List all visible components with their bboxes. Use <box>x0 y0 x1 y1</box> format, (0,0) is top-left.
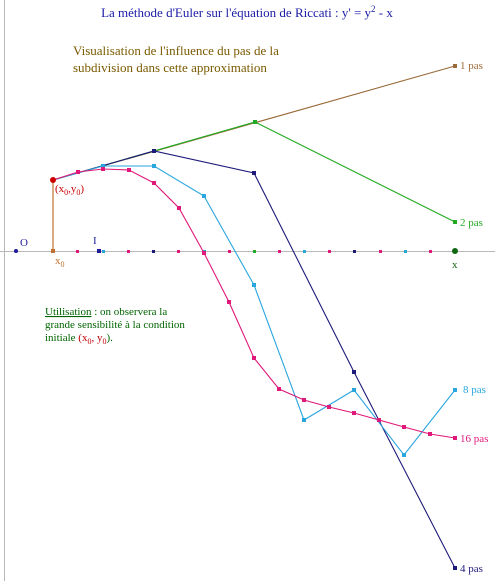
vertex <box>453 388 457 392</box>
vertex <box>152 149 156 153</box>
vertex <box>177 206 181 210</box>
vertex <box>453 436 457 440</box>
label-16-steps: 16 pas <box>460 433 488 445</box>
vertex <box>202 194 206 198</box>
euler-16-vertices <box>76 167 457 440</box>
euler-4-vertices <box>152 149 457 570</box>
label-2-steps: 2 pas <box>460 217 483 229</box>
tick <box>102 250 105 253</box>
vertex <box>152 181 156 185</box>
vertex <box>101 167 105 171</box>
tick <box>177 250 180 253</box>
euler-8-vertices <box>101 164 457 457</box>
description-line-2: subdivision dans cette approximation <box>73 60 267 75</box>
vertex <box>152 164 156 168</box>
usage-line-1: Utilisation : on observera la <box>45 306 167 318</box>
vertex <box>76 170 80 174</box>
origin-label: O <box>20 237 28 249</box>
tick <box>404 250 407 253</box>
vertex <box>377 418 381 422</box>
label-1-step: 1 pas <box>460 60 483 72</box>
unit-label: I <box>93 235 97 247</box>
vertex <box>402 425 406 429</box>
tick <box>328 250 331 253</box>
vertex <box>302 418 306 422</box>
vertex <box>453 220 457 224</box>
x-end-point <box>452 248 458 254</box>
description-line-1: Visualisation de l'influence du pas de l… <box>73 43 279 58</box>
x-end-label: x <box>452 259 458 271</box>
tick <box>353 250 356 253</box>
page-title: La méthode d'Euler sur l'équation de Ric… <box>101 4 393 20</box>
tick <box>76 250 79 253</box>
vertex <box>352 411 356 415</box>
vertex <box>352 370 356 374</box>
usage-line-3: initiale (x0, y0). <box>45 332 113 346</box>
usage-line-2: grande sensibilité à la condition <box>45 319 185 331</box>
vertex <box>101 164 105 168</box>
initial-point-label: (x0,y0) <box>55 183 84 197</box>
tick <box>152 250 155 253</box>
euler-16-steps-line <box>52 168 456 439</box>
x0-point <box>51 249 55 253</box>
x0-label: x0 <box>55 255 65 269</box>
tick <box>253 250 256 253</box>
usage-label: Utilisation <box>45 306 92 318</box>
euler-1-vertices <box>453 64 457 68</box>
unit-point <box>97 249 101 253</box>
vertex <box>352 388 356 392</box>
tick <box>278 250 281 253</box>
label-4-steps: 4 pas <box>460 563 483 575</box>
vertex <box>453 64 457 68</box>
tick <box>379 250 382 253</box>
vertex <box>453 566 457 570</box>
vertex <box>277 387 281 391</box>
tick <box>303 250 306 253</box>
vertex <box>428 432 432 436</box>
vertex <box>253 120 257 124</box>
tick <box>228 250 231 253</box>
subdivision-ticks <box>76 250 432 253</box>
label-8-steps: 8 pas <box>463 384 486 396</box>
vertex <box>402 453 406 457</box>
tick <box>127 250 130 253</box>
vertex <box>252 356 256 360</box>
initial-point <box>50 177 56 183</box>
vertex <box>302 398 306 402</box>
vertex <box>252 283 256 287</box>
vertex <box>252 171 256 175</box>
vertex <box>227 300 231 304</box>
vertex <box>127 168 131 172</box>
origin-point <box>14 249 18 253</box>
tick <box>429 250 432 253</box>
vertex <box>327 405 331 409</box>
vertex <box>202 251 206 255</box>
euler-2-vertices <box>253 120 457 224</box>
